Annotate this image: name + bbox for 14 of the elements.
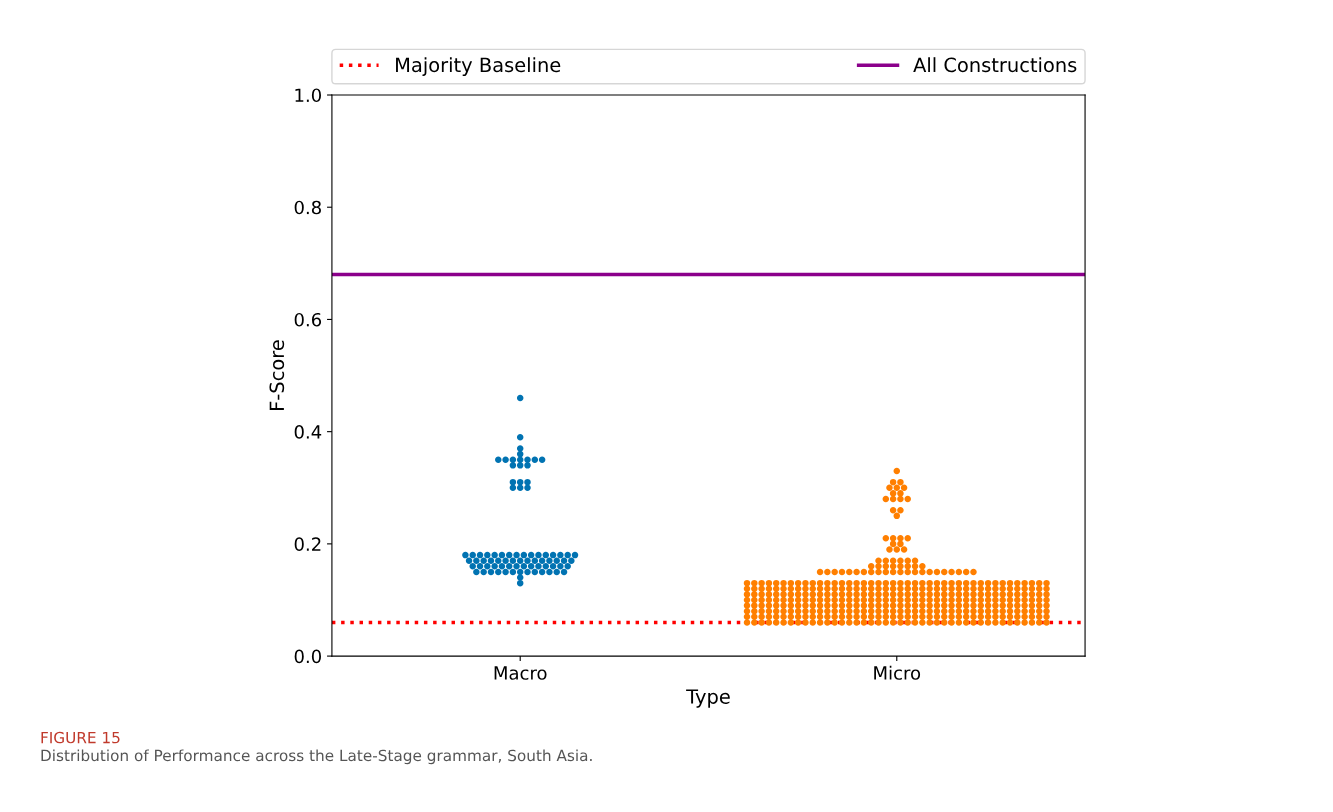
y-tick-label: 0.2 — [294, 537, 321, 551]
y-tick-label: 0.0 — [294, 649, 321, 664]
legend-label: Majority Baseline — [396, 57, 561, 76]
y-tick-label: 1.0 — [295, 88, 321, 103]
x-tick-label: Micro — [874, 665, 921, 680]
y-tick-label: 0.8 — [294, 200, 321, 215]
x-tick-label: Macro — [494, 666, 547, 680]
y-axis-title: F-Score — [269, 340, 285, 410]
y-tick-label: 0.4 — [294, 425, 322, 439]
y-tick-label: 0.6 — [294, 312, 322, 327]
text: Distribution of Performance across the Late-Stage grammar, South Asia. — [41, 749, 592, 765]
x-axis-title: Type — [686, 689, 730, 708]
caption: FIGURE 15 — [41, 731, 120, 744]
legend-label: All Constructions — [913, 57, 1077, 73]
